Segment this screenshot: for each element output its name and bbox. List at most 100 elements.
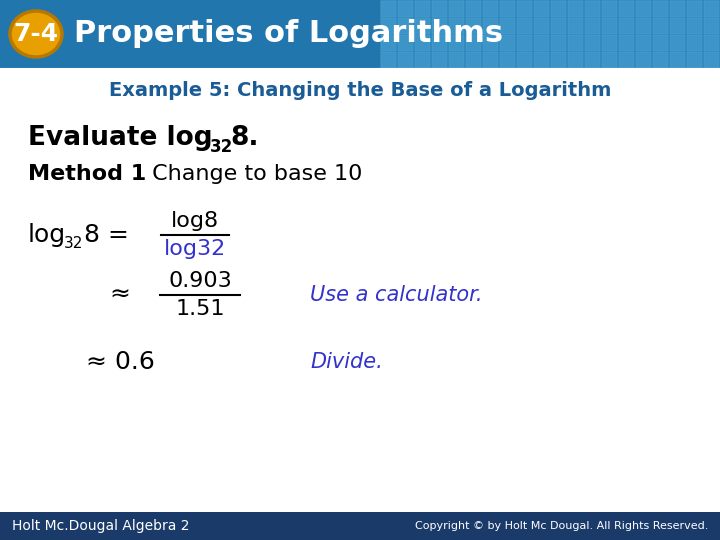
Text: ≈: ≈ bbox=[109, 283, 130, 307]
FancyBboxPatch shape bbox=[466, 1, 480, 17]
FancyBboxPatch shape bbox=[551, 52, 565, 68]
FancyBboxPatch shape bbox=[482, 18, 498, 33]
FancyBboxPatch shape bbox=[585, 18, 600, 33]
FancyBboxPatch shape bbox=[636, 52, 650, 68]
FancyBboxPatch shape bbox=[567, 52, 582, 68]
Text: ≈ 0.6: ≈ 0.6 bbox=[86, 350, 154, 374]
FancyBboxPatch shape bbox=[415, 1, 430, 17]
FancyBboxPatch shape bbox=[516, 52, 531, 68]
FancyBboxPatch shape bbox=[652, 35, 667, 51]
FancyBboxPatch shape bbox=[585, 35, 600, 51]
FancyBboxPatch shape bbox=[652, 1, 667, 17]
FancyBboxPatch shape bbox=[636, 1, 650, 17]
FancyBboxPatch shape bbox=[585, 1, 600, 17]
FancyBboxPatch shape bbox=[618, 35, 634, 51]
FancyBboxPatch shape bbox=[636, 18, 650, 33]
FancyBboxPatch shape bbox=[449, 52, 464, 68]
Text: log32: log32 bbox=[164, 239, 226, 259]
FancyBboxPatch shape bbox=[449, 18, 464, 33]
FancyBboxPatch shape bbox=[397, 52, 413, 68]
FancyBboxPatch shape bbox=[703, 35, 719, 51]
FancyBboxPatch shape bbox=[516, 35, 531, 51]
FancyBboxPatch shape bbox=[534, 1, 549, 17]
Text: 32: 32 bbox=[64, 235, 84, 251]
FancyBboxPatch shape bbox=[686, 52, 701, 68]
FancyBboxPatch shape bbox=[397, 18, 413, 33]
FancyBboxPatch shape bbox=[431, 35, 446, 51]
FancyBboxPatch shape bbox=[534, 35, 549, 51]
FancyBboxPatch shape bbox=[380, 35, 395, 51]
FancyBboxPatch shape bbox=[534, 52, 549, 68]
Text: Properties of Logarithms: Properties of Logarithms bbox=[74, 19, 503, 49]
FancyBboxPatch shape bbox=[449, 35, 464, 51]
FancyBboxPatch shape bbox=[431, 52, 446, 68]
Text: 8.: 8. bbox=[230, 125, 258, 151]
FancyBboxPatch shape bbox=[380, 18, 395, 33]
Text: Holt Mc.Dougal Algebra 2: Holt Mc.Dougal Algebra 2 bbox=[12, 519, 189, 533]
FancyBboxPatch shape bbox=[670, 52, 685, 68]
FancyBboxPatch shape bbox=[567, 35, 582, 51]
FancyBboxPatch shape bbox=[585, 52, 600, 68]
Text: Use a calculator.: Use a calculator. bbox=[310, 285, 482, 305]
Text: Change to base 10: Change to base 10 bbox=[145, 164, 362, 184]
FancyBboxPatch shape bbox=[12, 72, 708, 108]
FancyBboxPatch shape bbox=[618, 18, 634, 33]
Text: Method 1: Method 1 bbox=[28, 164, 146, 184]
FancyBboxPatch shape bbox=[703, 18, 719, 33]
FancyBboxPatch shape bbox=[466, 18, 480, 33]
FancyBboxPatch shape bbox=[618, 52, 634, 68]
FancyBboxPatch shape bbox=[380, 0, 720, 68]
Text: log8: log8 bbox=[171, 211, 219, 231]
FancyBboxPatch shape bbox=[415, 52, 430, 68]
FancyBboxPatch shape bbox=[466, 35, 480, 51]
FancyBboxPatch shape bbox=[686, 18, 701, 33]
FancyBboxPatch shape bbox=[551, 35, 565, 51]
FancyBboxPatch shape bbox=[500, 52, 515, 68]
FancyBboxPatch shape bbox=[601, 1, 616, 17]
FancyBboxPatch shape bbox=[482, 1, 498, 17]
FancyBboxPatch shape bbox=[686, 35, 701, 51]
FancyBboxPatch shape bbox=[670, 35, 685, 51]
FancyBboxPatch shape bbox=[466, 52, 480, 68]
FancyBboxPatch shape bbox=[431, 1, 446, 17]
FancyBboxPatch shape bbox=[551, 1, 565, 17]
FancyBboxPatch shape bbox=[431, 18, 446, 33]
FancyBboxPatch shape bbox=[601, 35, 616, 51]
Text: Example 5: Changing the Base of a Logarithm: Example 5: Changing the Base of a Logari… bbox=[109, 80, 611, 99]
FancyBboxPatch shape bbox=[686, 1, 701, 17]
FancyBboxPatch shape bbox=[0, 512, 720, 540]
FancyBboxPatch shape bbox=[670, 18, 685, 33]
FancyBboxPatch shape bbox=[500, 35, 515, 51]
Text: 1.51: 1.51 bbox=[175, 299, 225, 319]
FancyBboxPatch shape bbox=[703, 1, 719, 17]
FancyBboxPatch shape bbox=[415, 18, 430, 33]
Text: Copyright © by Holt Mc Dougal. All Rights Reserved.: Copyright © by Holt Mc Dougal. All Right… bbox=[415, 521, 708, 531]
FancyBboxPatch shape bbox=[636, 35, 650, 51]
Text: 0.903: 0.903 bbox=[168, 271, 232, 291]
FancyBboxPatch shape bbox=[652, 18, 667, 33]
Text: Evaluate log: Evaluate log bbox=[28, 125, 212, 151]
FancyBboxPatch shape bbox=[534, 18, 549, 33]
FancyBboxPatch shape bbox=[652, 52, 667, 68]
FancyBboxPatch shape bbox=[601, 18, 616, 33]
Text: log: log bbox=[28, 223, 66, 247]
Text: Divide.: Divide. bbox=[310, 352, 383, 372]
FancyBboxPatch shape bbox=[380, 1, 395, 17]
FancyBboxPatch shape bbox=[449, 1, 464, 17]
FancyBboxPatch shape bbox=[482, 52, 498, 68]
FancyBboxPatch shape bbox=[397, 35, 413, 51]
FancyBboxPatch shape bbox=[551, 18, 565, 33]
FancyBboxPatch shape bbox=[380, 52, 395, 68]
FancyBboxPatch shape bbox=[482, 35, 498, 51]
FancyBboxPatch shape bbox=[601, 52, 616, 68]
FancyBboxPatch shape bbox=[516, 18, 531, 33]
FancyBboxPatch shape bbox=[618, 1, 634, 17]
Text: 8 =: 8 = bbox=[84, 223, 129, 247]
FancyBboxPatch shape bbox=[567, 1, 582, 17]
FancyBboxPatch shape bbox=[516, 1, 531, 17]
FancyBboxPatch shape bbox=[670, 1, 685, 17]
FancyBboxPatch shape bbox=[567, 18, 582, 33]
FancyBboxPatch shape bbox=[0, 0, 720, 68]
Text: 32: 32 bbox=[210, 138, 233, 156]
FancyBboxPatch shape bbox=[500, 1, 515, 17]
